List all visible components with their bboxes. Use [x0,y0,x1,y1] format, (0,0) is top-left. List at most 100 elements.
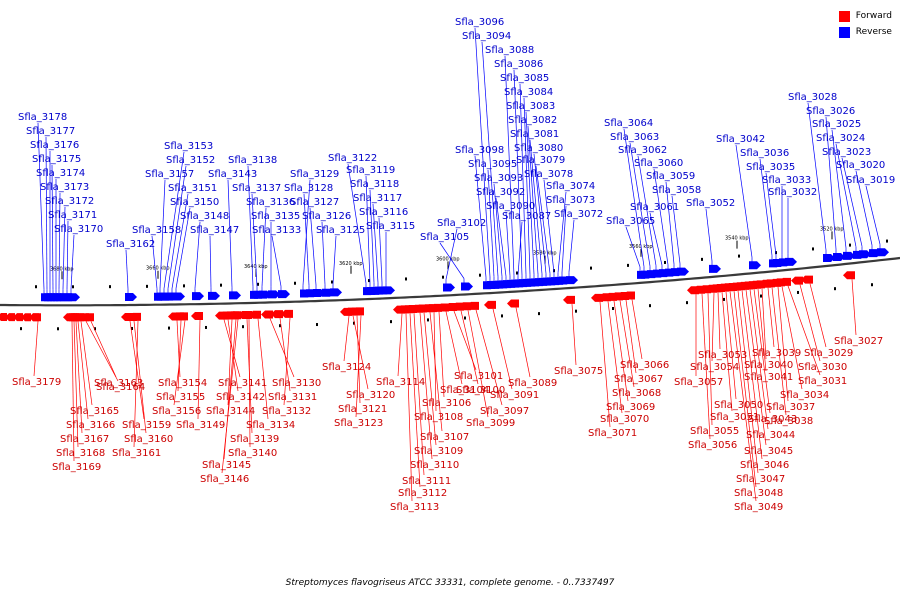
forward-gene-arrow[interactable] [249,310,261,319]
forward-gene-label[interactable]: Sfla_3039 [752,348,801,359]
reverse-gene-label[interactable]: Sfla_3105 [420,232,469,243]
reverse-gene-arrow[interactable] [749,261,761,270]
forward-gene-arrow[interactable] [191,312,203,321]
forward-gene-label[interactable]: Sfla_3121 [338,404,387,415]
forward-gene-arrow[interactable] [21,313,31,322]
forward-gene-label[interactable]: Sfla_3166 [66,420,115,431]
reverse-gene-label[interactable]: Sfla_3158 [132,225,181,236]
forward-gene-label[interactable]: Sfla_3031 [798,376,847,387]
forward-gene-label[interactable]: Sfla_3169 [52,462,101,473]
reverse-gene-label[interactable]: Sfla_3126 [302,211,351,222]
forward-gene-label[interactable]: Sfla_3132 [262,406,311,417]
reverse-gene-arrow[interactable] [208,291,220,300]
forward-gene-label[interactable]: Sfla_3075 [554,366,603,377]
reverse-gene-label[interactable]: Sfla_3157 [145,169,194,180]
forward-gene-arrow[interactable] [0,313,7,322]
forward-gene-label[interactable]: Sfla_3106 [422,398,471,409]
reverse-gene-label[interactable]: Sfla_3086 [494,59,543,70]
forward-gene-arrow[interactable] [467,301,479,310]
reverse-gene-label[interactable]: Sfla_3072 [554,209,603,220]
forward-gene-label[interactable]: Sfla_3120 [346,390,395,401]
reverse-gene-arrow[interactable] [125,293,137,302]
forward-gene-label[interactable]: Sfla_3112 [398,488,447,499]
reverse-gene-label[interactable]: Sfla_3093 [474,173,523,184]
forward-gene-arrow[interactable] [129,312,141,321]
forward-gene-label[interactable]: Sfla_3050 [714,400,763,411]
reverse-gene-label[interactable]: Sfla_3133 [252,225,301,236]
reverse-gene-label[interactable]: Sfla_3024 [816,133,865,144]
reverse-gene-label[interactable]: Sfla_3036 [740,148,789,159]
forward-gene-label[interactable]: Sfla_3141 [218,378,267,389]
forward-gene-label[interactable]: Sfla_3069 [606,402,655,413]
forward-gene-arrow[interactable] [281,309,293,318]
forward-gene-arrow[interactable] [13,313,23,322]
forward-gene-label[interactable]: Sfla_3110 [410,460,459,471]
reverse-gene-label[interactable]: Sfla_3177 [26,126,75,137]
forward-gene-arrow[interactable] [484,300,496,309]
reverse-gene-label[interactable]: Sfla_3148 [180,211,229,222]
forward-gene-label[interactable]: Sfla_3140 [228,448,277,459]
reverse-gene-label[interactable]: Sfla_3135 [251,211,300,222]
reverse-gene-arrow[interactable] [268,290,280,299]
reverse-gene-label[interactable]: Sfla_3065 [606,216,655,227]
reverse-gene-label[interactable]: Sfla_3026 [806,106,855,117]
reverse-gene-label[interactable]: Sfla_3074 [546,181,595,192]
reverse-gene-label[interactable]: Sfla_3060 [634,158,683,169]
reverse-gene-label[interactable]: Sfla_3073 [546,195,595,206]
reverse-gene-arrow[interactable] [443,283,455,292]
reverse-gene-label[interactable]: Sfla_3085 [500,73,549,84]
reverse-gene-label[interactable]: Sfla_3079 [516,155,565,166]
forward-gene-arrow[interactable] [623,291,635,300]
forward-gene-label[interactable]: Sfla_3040 [744,360,793,371]
reverse-gene-label[interactable]: Sfla_3162 [106,239,155,250]
forward-gene-label[interactable]: Sfla_3027 [834,336,883,347]
forward-gene-label[interactable]: Sfla_3149 [176,420,225,431]
reverse-gene-label[interactable]: Sfla_3084 [504,87,553,98]
reverse-gene-label[interactable]: Sfla_3096 [455,17,504,28]
reverse-gene-label[interactable]: Sfla_3118 [350,179,399,190]
reverse-gene-label[interactable]: Sfla_3083 [506,101,555,112]
reverse-gene-label[interactable]: Sfla_3171 [48,210,97,221]
reverse-gene-label[interactable]: Sfla_3035 [746,162,795,173]
reverse-gene-label[interactable]: Sfla_3042 [716,134,765,145]
reverse-gene-label[interactable]: Sfla_3088 [485,45,534,56]
forward-gene-label[interactable]: Sfla_3047 [736,474,785,485]
forward-gene-arrow[interactable] [437,303,449,312]
reverse-gene-arrow[interactable] [330,288,342,297]
forward-gene-arrow[interactable] [563,295,575,304]
reverse-gene-label[interactable]: Sfla_3178 [18,112,67,123]
forward-gene-arrow[interactable] [5,313,15,322]
forward-gene-label[interactable]: Sfla_3124 [322,362,371,373]
reverse-gene-label[interactable]: Sfla_3058 [652,185,701,196]
reverse-gene-label[interactable]: Sfla_3092 [476,187,525,198]
reverse-gene-label[interactable]: Sfla_3032 [768,187,817,198]
reverse-gene-label[interactable]: Sfla_3098 [455,145,504,156]
reverse-gene-label[interactable]: Sfla_3128 [284,183,333,194]
reverse-gene-label[interactable]: Sfla_3127 [290,197,339,208]
forward-gene-label[interactable]: Sfla_3051 [710,412,759,423]
forward-gene-label[interactable]: Sfla_3100 [456,385,505,396]
forward-gene-label[interactable]: Sfla_3101 [454,371,503,382]
reverse-gene-label[interactable]: Sfla_3151 [168,183,217,194]
reverse-gene-arrow[interactable] [677,267,689,276]
forward-gene-label[interactable]: Sfla_3156 [152,406,201,417]
forward-gene-arrow[interactable] [261,310,273,319]
forward-gene-label[interactable]: Sfla_3037 [766,402,815,413]
forward-gene-arrow[interactable] [271,310,283,319]
forward-gene-label[interactable]: Sfla_3045 [744,446,793,457]
reverse-gene-label[interactable]: Sfla_3078 [524,169,573,180]
forward-gene-label[interactable]: Sfla_3154 [158,378,207,389]
forward-gene-arrow[interactable] [176,312,188,321]
reverse-gene-label[interactable]: Sfla_3150 [170,197,219,208]
forward-gene-label[interactable]: Sfla_3055 [690,426,739,437]
gene-labels[interactable]: Sfla_3178 Sfla_3177 Sfla_3176 Sfla_3175 Sfla… [12,17,895,513]
reverse-gene-label[interactable]: Sfla_3087 [502,211,551,222]
forward-gene-label[interactable]: Sfla_3053 [698,350,747,361]
reverse-gene-arrow[interactable] [192,292,204,301]
forward-gene-label[interactable]: Sfla_3163 [94,378,143,389]
reverse-gene-label[interactable]: Sfla_3172 [45,196,94,207]
forward-gene-arrow[interactable] [29,313,39,322]
reverse-gene-arrow[interactable] [229,291,241,300]
forward-gene-arrow[interactable] [791,276,803,285]
